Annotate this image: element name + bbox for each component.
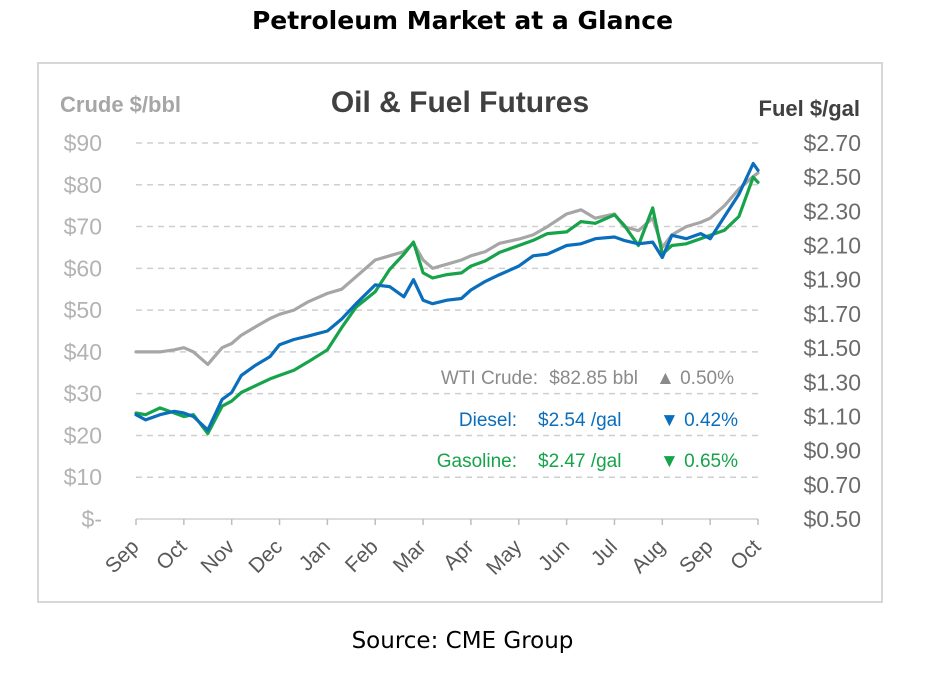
down-triangle-icon: ▼ <box>660 451 679 472</box>
diesel-annotation-change: 0.42% <box>684 410 738 431</box>
svg-text:WTI Crude: $82.85 bbl: WTI Crude: $82.85 bbl <box>441 368 638 389</box>
left-tick-label: $50 <box>64 297 102 323</box>
right-tick-label: $1.10 <box>803 403 861 429</box>
left-tick-label: $10 <box>64 464 102 490</box>
gasoline-annotation-label: Gasoline: <box>437 451 517 472</box>
gasoline-annotation: Gasoline: $2.47 /gal ▼ 0.65% <box>437 451 738 472</box>
x-tick-label: Jun <box>534 535 574 575</box>
diesel-line <box>134 161 760 432</box>
gasoline-annotation-change: 0.65% <box>684 451 738 472</box>
right-tick-label: $2.10 <box>803 233 861 259</box>
crude-annotation-price: $82.85 bbl <box>549 368 638 389</box>
x-tick-label: Sep <box>101 535 144 578</box>
diesel-annotation-label: Diesel: <box>459 410 517 431</box>
left-tick-label: $20 <box>64 422 102 448</box>
chart-frame <box>37 62 883 603</box>
wti-crude-line <box>134 171 760 366</box>
chart-title: Oil & Fuel Futures <box>331 86 589 119</box>
right-tick-label: $2.70 <box>803 130 861 156</box>
x-tick-label: Dec <box>244 535 287 578</box>
svg-text:▲ 0.50%: ▲ 0.50% <box>656 368 734 389</box>
diesel-annotation: Diesel: $2.54 /gal ▼ 0.42% <box>459 410 738 431</box>
right-tick-label: $0.70 <box>803 472 861 498</box>
x-axis: Sep Oct Nov Dec Jan Feb Mar Apr May Jun Jul Aug Sep O… <box>101 519 766 580</box>
left-tick-label: $70 <box>64 214 102 240</box>
right-tick-label: $0.50 <box>803 506 861 532</box>
series-lines <box>134 161 760 436</box>
left-axis: $- $10 $20 $30 $40 $50 $60 $70 $80 $90 <box>64 130 102 532</box>
left-tick-label: $30 <box>64 381 102 407</box>
right-tick-label: $1.90 <box>803 267 861 293</box>
x-tick-label: Aug <box>627 535 670 578</box>
left-tick-label: $60 <box>64 255 102 281</box>
left-tick-label: $40 <box>64 339 102 365</box>
up-triangle-icon: ▲ <box>656 368 675 389</box>
right-tick-label: $0.90 <box>803 438 861 464</box>
crude-annotation-change: 0.50% <box>680 368 734 389</box>
down-triangle-icon: ▼ <box>660 410 679 431</box>
diesel-annotation-price: $2.54 /gal <box>538 410 621 431</box>
svg-text:▼ 0.65%: ▼ 0.65% <box>660 451 738 472</box>
x-tick-label: Nov <box>197 535 240 578</box>
right-axis-label: Fuel $/gal <box>759 96 860 121</box>
x-tick-label: Feb <box>341 535 383 577</box>
crude-annotation-label: WTI Crude: <box>441 368 538 389</box>
source-note: Source: CME Group <box>351 628 574 654</box>
right-tick-label: $1.50 <box>803 335 861 361</box>
left-tick-label: $- <box>82 506 102 532</box>
right-tick-label: $1.70 <box>803 301 861 327</box>
x-tick-label: Mar <box>389 535 431 577</box>
crude-annotation: WTI Crude: $82.85 bbl ▲ 0.50% <box>441 368 734 389</box>
left-axis-label: Crude $/bbl <box>60 92 181 117</box>
x-tick-label: Sep <box>675 535 718 578</box>
x-tick-label: Jul <box>587 535 622 570</box>
x-tick-label: Oct <box>726 535 765 574</box>
gasoline-annotation-price: $2.47 /gal <box>538 451 621 472</box>
right-axis: $0.50 $0.70 $0.90 $1.10 $1.30 $1.50 $1.70 $1.90… <box>803 130 861 532</box>
page-title: Petroleum Market at a Glance <box>251 6 674 35</box>
svg-text:▼ 0.42%: ▼ 0.42% <box>660 410 738 431</box>
gridlines <box>136 142 758 520</box>
x-tick-label: Apr <box>439 535 478 574</box>
left-tick-label: $90 <box>64 130 102 156</box>
x-tick-label: May <box>482 535 527 580</box>
x-tick-label: Oct <box>152 535 191 574</box>
right-tick-label: $1.30 <box>803 369 861 395</box>
x-tick-label: Jan <box>295 535 335 575</box>
right-tick-label: $2.30 <box>803 198 861 224</box>
left-tick-label: $80 <box>64 172 102 198</box>
right-tick-label: $2.50 <box>803 164 861 190</box>
